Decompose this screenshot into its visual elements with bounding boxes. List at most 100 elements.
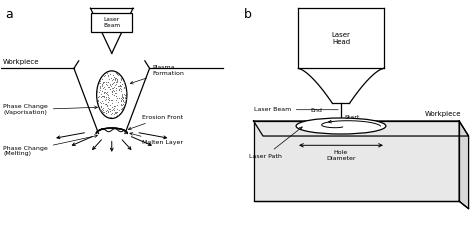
Point (105, 98, 112, 102)
Point (118, 97, 125, 101)
Point (123, 92, 130, 96)
Point (117, 103, 125, 107)
Point (112, 111, 119, 115)
Point (99, 86, 106, 90)
Point (115, 88, 122, 92)
Point (118, 97, 125, 101)
Point (102, 102, 110, 106)
Text: b: b (244, 8, 252, 21)
Point (106, 83, 113, 87)
Point (120, 100, 128, 104)
Point (122, 101, 130, 105)
Text: Phase Change
(Melting): Phase Change (Melting) (3, 135, 98, 156)
Point (112, 98, 119, 102)
Point (112, 110, 119, 114)
Point (103, 91, 111, 96)
Point (106, 82, 114, 86)
Point (99, 77, 106, 81)
Point (109, 78, 116, 82)
Polygon shape (254, 121, 459, 201)
Point (105, 77, 113, 81)
Point (113, 107, 120, 111)
Point (112, 71, 119, 75)
Point (113, 96, 120, 100)
Point (96, 81, 103, 85)
Point (97, 108, 105, 112)
Point (108, 105, 116, 109)
Point (104, 96, 112, 100)
Point (101, 98, 109, 102)
Point (100, 80, 108, 84)
Text: Plasma
Formation: Plasma Formation (130, 66, 184, 84)
Ellipse shape (97, 71, 127, 118)
Point (111, 111, 118, 115)
Point (105, 92, 112, 97)
Point (115, 113, 122, 117)
Point (117, 99, 125, 103)
Point (119, 96, 127, 100)
Point (116, 108, 123, 112)
Point (109, 107, 117, 111)
Point (113, 103, 121, 107)
Point (104, 73, 112, 77)
Point (109, 90, 116, 94)
Point (117, 102, 125, 106)
Point (115, 97, 122, 101)
Point (113, 77, 120, 81)
Point (111, 83, 119, 87)
Point (113, 79, 120, 83)
Point (102, 102, 110, 106)
Point (106, 107, 113, 111)
Point (104, 110, 112, 114)
Point (103, 108, 110, 112)
Point (97, 95, 104, 99)
Point (94, 99, 101, 103)
Point (112, 94, 120, 98)
Point (111, 76, 118, 80)
Point (110, 108, 118, 112)
Point (110, 104, 118, 108)
Point (96, 79, 103, 83)
Point (98, 84, 105, 88)
Point (113, 78, 121, 82)
Point (94, 95, 102, 99)
Point (114, 114, 122, 118)
Text: Laser
Beam: Laser Beam (103, 17, 120, 28)
Point (106, 115, 114, 119)
Point (96, 85, 103, 89)
Point (94, 101, 102, 105)
Point (100, 95, 108, 99)
Point (109, 69, 117, 73)
Point (104, 74, 112, 78)
Point (104, 103, 111, 107)
Point (100, 90, 108, 94)
Point (99, 107, 106, 111)
Point (118, 97, 126, 101)
Point (109, 90, 116, 94)
Point (103, 90, 110, 94)
Point (111, 91, 119, 96)
Point (109, 82, 116, 86)
Point (99, 94, 107, 98)
Point (120, 103, 128, 107)
Point (98, 109, 105, 113)
Point (102, 109, 109, 113)
Point (109, 81, 117, 85)
Point (121, 102, 128, 106)
Text: Laser
Head: Laser Head (331, 32, 350, 45)
Point (118, 107, 125, 111)
Point (111, 93, 118, 97)
Point (107, 112, 115, 116)
Point (97, 105, 104, 109)
Point (109, 88, 117, 92)
Point (116, 80, 124, 84)
Point (97, 92, 105, 96)
Point (108, 98, 116, 102)
Point (110, 75, 118, 79)
Point (103, 104, 110, 108)
FancyBboxPatch shape (91, 13, 132, 32)
Point (105, 97, 112, 101)
Point (116, 80, 124, 84)
Point (107, 103, 114, 107)
Point (104, 93, 112, 98)
